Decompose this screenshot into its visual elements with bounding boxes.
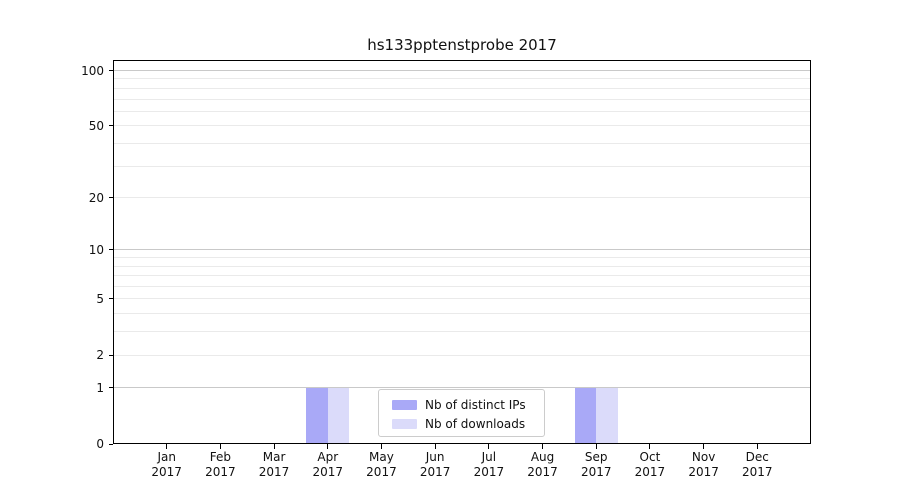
legend-swatch-downloads — [392, 418, 417, 429]
gridline-major — [114, 249, 810, 251]
x-tick — [488, 444, 490, 449]
y-tick — [109, 298, 113, 300]
x-tick-label-month: Sep — [584, 450, 608, 464]
gridline-minor — [114, 313, 810, 315]
y-tick — [109, 249, 113, 251]
gridline-minor — [114, 197, 810, 199]
x-tick-label-year: 2017 — [419, 465, 451, 479]
x-tick-label-month: May — [369, 450, 394, 464]
gridline-minor — [114, 142, 810, 144]
legend-item: Nb of downloads — [392, 414, 544, 433]
gridline-minor — [114, 331, 810, 333]
x-tick — [166, 444, 168, 449]
gridline-minor — [114, 125, 810, 127]
gridline-minor — [114, 298, 810, 300]
gridline-major — [114, 70, 810, 71]
x-tick-label: Aug 2017 — [511, 450, 575, 480]
bar-downloads-sep-2017 — [596, 387, 618, 444]
x-tick-label-month: Feb — [209, 450, 231, 464]
x-tick-label-month: Oct — [639, 450, 661, 464]
x-tick-label-year: 2017 — [688, 465, 719, 479]
y-tick — [109, 125, 113, 127]
x-tick-label: Jun 2017 — [403, 450, 467, 480]
x-tick-label-year: 2017 — [742, 465, 773, 479]
y-tick-label: 10 — [88, 242, 104, 257]
y-tick — [109, 354, 113, 356]
x-tick-label-year: 2017 — [366, 465, 397, 479]
x-tick-label: Feb 2017 — [188, 450, 252, 480]
x-tick-label-month: Mar — [262, 450, 286, 464]
x-tick-label: Dec 2017 — [725, 450, 789, 480]
bar-distinct-ips-sep-2017 — [574, 387, 597, 444]
x-tick-label-month: Aug — [530, 450, 555, 464]
x-tick — [434, 444, 436, 449]
legend-label: Nb of distinct IPs — [425, 397, 526, 412]
bar-distinct-ips-apr-2017 — [306, 387, 328, 444]
gridline-minor — [114, 354, 810, 356]
gridline-minor — [114, 286, 810, 288]
x-tick-label: Jan 2017 — [135, 450, 199, 480]
x-tick — [380, 444, 382, 449]
x-tick — [595, 444, 597, 449]
x-tick-label-year: 2017 — [580, 465, 612, 479]
y-tick — [109, 70, 113, 71]
y-tick-label: 5 — [96, 291, 104, 306]
y-tick-label: 100 — [81, 63, 104, 78]
x-tick-label-month: Jul — [481, 450, 497, 464]
x-tick-label: Mar 2017 — [242, 450, 306, 480]
x-tick — [542, 444, 544, 449]
x-tick-label: May 2017 — [349, 450, 413, 480]
x-tick-label-year: 2017 — [205, 465, 236, 479]
x-tick — [756, 444, 758, 449]
y-tick — [109, 443, 113, 445]
y-tick-label: 2 — [96, 348, 104, 363]
y-tick — [109, 197, 113, 199]
x-tick-label-month: Jun — [425, 450, 445, 464]
x-tick — [273, 444, 275, 449]
x-tick-label-year: 2017 — [312, 465, 344, 479]
x-tick-label-month: Apr — [317, 450, 339, 464]
x-tick-label: Jul 2017 — [457, 450, 521, 480]
bar-downloads-apr-2017 — [327, 387, 350, 444]
y-tick-label: 1 — [96, 380, 104, 395]
legend: Nb of distinct IPs Nb of downloads — [378, 389, 545, 437]
x-tick-label-year: 2017 — [473, 465, 505, 479]
gridline-minor — [114, 110, 810, 112]
y-tick-label: 0 — [96, 437, 104, 451]
legend-label: Nb of downloads — [425, 416, 526, 431]
x-tick-label-month: Nov — [691, 450, 716, 464]
gridline-minor — [114, 275, 810, 277]
x-tick-label-month: Jan — [157, 450, 176, 464]
x-tick-label-year: 2017 — [151, 465, 182, 479]
gridline-major — [114, 387, 810, 389]
gridline-minor — [114, 265, 810, 267]
gridline-minor — [114, 78, 810, 80]
x-tick-label: Nov 2017 — [672, 450, 736, 480]
x-tick-label-year: 2017 — [527, 465, 558, 479]
gridline-minor — [114, 165, 810, 167]
y-tick-label: 20 — [88, 190, 104, 205]
gridline-minor — [114, 98, 810, 100]
chart-title: hs133pptenstprobe 2017 — [367, 36, 557, 54]
legend-swatch-distinct-ips — [392, 399, 417, 410]
x-tick — [703, 444, 705, 449]
x-tick-label: Apr 2017 — [296, 450, 360, 480]
x-tick-label-year: 2017 — [634, 465, 666, 479]
y-tick-label: 50 — [88, 118, 104, 133]
gridline-minor — [114, 257, 810, 259]
legend-item: Nb of distinct IPs — [392, 395, 544, 414]
x-tick — [649, 444, 651, 449]
plot-area-frame — [113, 60, 811, 444]
x-tick — [327, 444, 329, 449]
x-tick-label-year: 2017 — [258, 465, 290, 479]
x-tick-label: Oct 2017 — [618, 450, 682, 480]
gridline-minor — [114, 87, 810, 89]
y-tick — [109, 387, 113, 389]
x-tick-label: Sep 2017 — [564, 450, 628, 480]
x-tick-label-month: Dec — [745, 450, 769, 464]
x-tick — [219, 444, 221, 449]
